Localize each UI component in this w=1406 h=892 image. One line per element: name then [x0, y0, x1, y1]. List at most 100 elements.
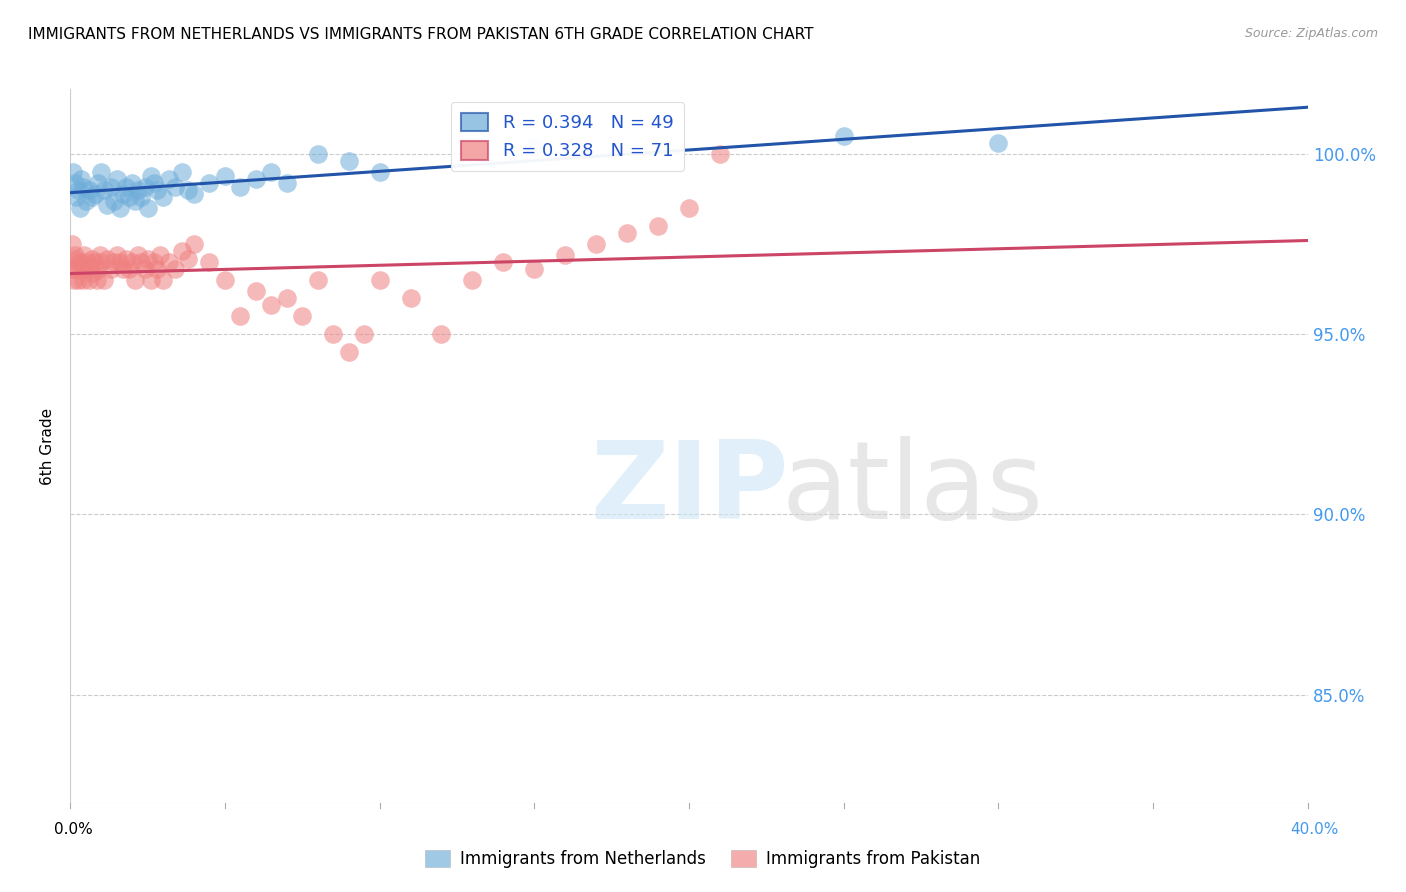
Point: [131, 190, 153, 204]
Point: [80, 252, 103, 266]
Text: Source: ZipAtlas.com: Source: ZipAtlas.com: [1244, 27, 1378, 40]
Point: [165, 179, 187, 194]
Point: [523, 262, 546, 277]
Point: [70, 172, 93, 186]
Point: [832, 129, 855, 144]
Point: [62, 262, 84, 277]
Point: [127, 183, 149, 197]
Point: [65, 252, 87, 266]
Point: [157, 255, 180, 269]
Point: [307, 273, 329, 287]
Point: [214, 169, 236, 183]
Point: [90, 255, 112, 269]
Point: [100, 179, 122, 194]
Point: [149, 248, 172, 262]
Point: [987, 136, 1010, 151]
Text: atlas: atlas: [782, 436, 1043, 541]
Point: [131, 255, 153, 269]
Point: [322, 327, 344, 342]
Point: [80, 190, 103, 204]
Legend: Immigrants from Netherlands, Immigrants from Pakistan: Immigrants from Netherlands, Immigrants …: [419, 843, 987, 875]
Point: [139, 169, 162, 183]
Point: [96, 197, 118, 211]
Point: [121, 255, 143, 269]
Point: [65, 262, 87, 277]
Point: [75, 194, 97, 208]
Point: [72, 273, 94, 287]
Point: [77, 183, 100, 197]
Point: [89, 248, 111, 262]
Point: [523, 140, 546, 154]
Text: ZIP: ZIP: [591, 436, 789, 541]
Point: [67, 273, 90, 287]
Point: [337, 345, 360, 359]
Point: [399, 291, 422, 305]
Point: [73, 248, 96, 262]
Point: [60, 237, 83, 252]
Point: [108, 255, 131, 269]
Point: [84, 255, 107, 269]
Point: [69, 201, 91, 215]
Point: [121, 176, 143, 190]
Point: [87, 262, 110, 277]
Point: [111, 262, 134, 277]
Point: [84, 186, 107, 201]
Point: [245, 284, 267, 298]
Point: [183, 237, 205, 252]
Point: [142, 176, 165, 190]
Point: [198, 255, 221, 269]
Point: [678, 201, 700, 215]
Point: [100, 262, 122, 277]
Text: 0.0%: 0.0%: [53, 822, 93, 837]
Point: [152, 190, 174, 204]
Point: [430, 327, 453, 342]
Text: IMMIGRANTS FROM NETHERLANDS VS IMMIGRANTS FROM PAKISTAN 6TH GRADE CORRELATION CH: IMMIGRANTS FROM NETHERLANDS VS IMMIGRANT…: [28, 27, 814, 42]
Point: [103, 255, 125, 269]
Point: [139, 273, 162, 287]
Point: [152, 273, 174, 287]
Point: [90, 165, 112, 179]
Point: [229, 179, 252, 194]
Point: [368, 165, 391, 179]
Point: [67, 183, 90, 197]
Point: [103, 194, 125, 208]
Point: [183, 186, 205, 201]
Point: [368, 273, 391, 287]
Point: [136, 201, 159, 215]
Point: [177, 183, 200, 197]
Point: [616, 227, 638, 241]
Point: [260, 165, 283, 179]
Point: [118, 262, 141, 277]
Point: [76, 255, 98, 269]
Point: [63, 176, 86, 190]
Legend: R = 0.394   N = 49, R = 0.328   N = 71: R = 0.394 N = 49, R = 0.328 N = 71: [450, 102, 685, 171]
Point: [124, 194, 146, 208]
Point: [115, 252, 138, 266]
Point: [276, 176, 298, 190]
Point: [79, 259, 101, 273]
Point: [307, 147, 329, 161]
Point: [214, 273, 236, 287]
Point: [75, 262, 97, 277]
Point: [554, 248, 576, 262]
Point: [177, 252, 200, 266]
Point: [170, 165, 193, 179]
Text: 6th Grade: 6th Grade: [41, 408, 55, 484]
Point: [142, 255, 165, 269]
Point: [72, 179, 94, 194]
Point: [291, 310, 314, 324]
Point: [82, 266, 105, 280]
Point: [146, 262, 169, 277]
Point: [105, 172, 128, 186]
Point: [70, 262, 93, 277]
Point: [157, 172, 180, 186]
Point: [87, 176, 110, 190]
Point: [127, 248, 149, 262]
Point: [198, 176, 221, 190]
Point: [276, 291, 298, 305]
Point: [585, 237, 607, 252]
Point: [86, 273, 108, 287]
Point: [170, 244, 193, 259]
Point: [63, 273, 86, 287]
Point: [62, 165, 84, 179]
